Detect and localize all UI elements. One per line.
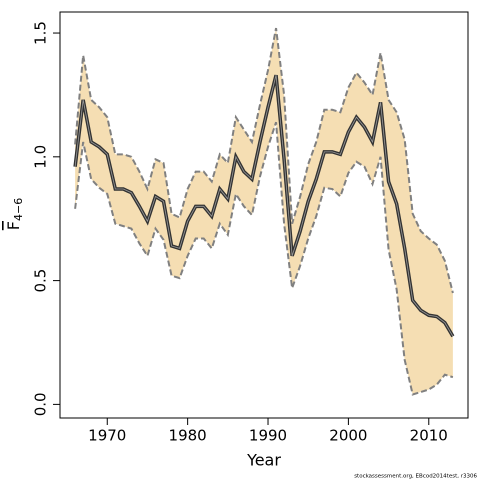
estimate-line-inner — [74, 75, 454, 337]
y-tick-label: 0.0 — [32, 392, 50, 416]
x-tick-label: 1970 — [88, 427, 126, 445]
y-tick-label: 1.0 — [32, 145, 50, 169]
band-edge-lower — [74, 121, 454, 396]
x-tick-label: 2010 — [410, 427, 448, 445]
y-axis-label-main: F — [4, 221, 23, 230]
plot-frame — [59, 11, 469, 419]
y-tick-label: 1.5 — [32, 21, 50, 45]
x-tick-label: 2000 — [329, 427, 367, 445]
footnote: stockassessment.org, EBcod2014test, r330… — [354, 474, 477, 480]
y-axis-label-subscript: 4−6 — [12, 198, 25, 221]
band-edge-upper — [74, 27, 454, 294]
x-axis-label: Year — [246, 451, 281, 470]
y-tick-label: 0.5 — [32, 269, 50, 293]
x-tick-label: 1990 — [249, 427, 287, 445]
x-tick-label: 1980 — [169, 427, 207, 445]
y-axis-label: F4−6 — [4, 198, 26, 230]
